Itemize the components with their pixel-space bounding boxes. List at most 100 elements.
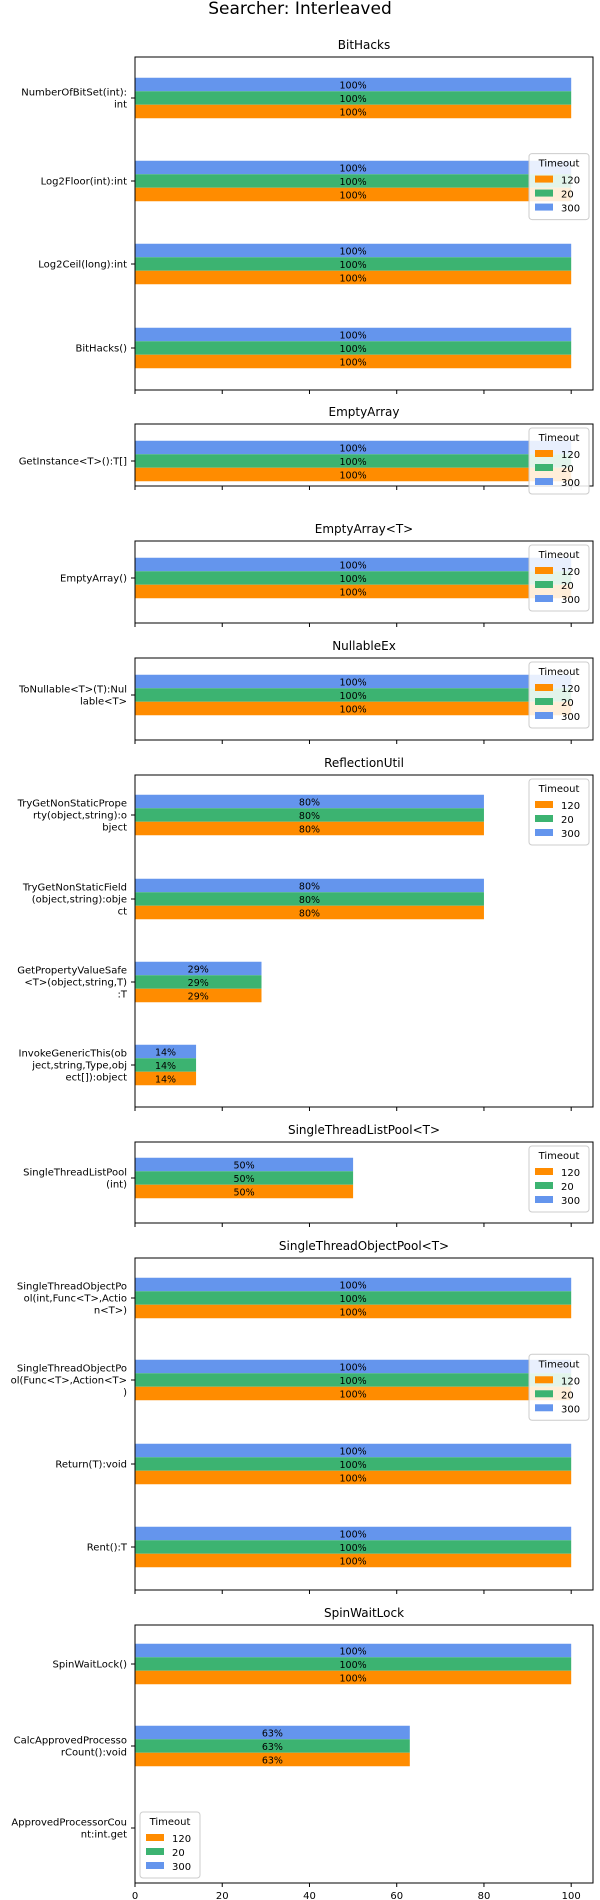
legend-swatch-120 [535, 567, 553, 574]
bar-120 [135, 270, 572, 285]
bar-300 [135, 1157, 354, 1172]
panel-frame [134, 657, 594, 741]
bar-20 [135, 174, 572, 188]
bar-120 [135, 354, 572, 369]
legend-label-20: 20 [172, 1848, 185, 1859]
legend: Timeout 120 20 300 [528, 153, 590, 221]
bar-120 [135, 1470, 572, 1485]
legend-swatch-300 [535, 203, 553, 211]
bar-20 [135, 975, 262, 989]
category-label: GetInstance<T>():T[] [19, 457, 127, 468]
legend-box [528, 544, 590, 612]
bar-300 [135, 557, 572, 572]
legend-swatch-20 [535, 1182, 553, 1189]
legend-swatch-120 [535, 684, 553, 691]
legend-title: Timeout [149, 1817, 191, 1828]
x-tick-label: 20 [216, 1891, 229, 1900]
panel-6: SingleThreadObjectPool<T> 100% 100% 100% Sin… [11, 1239, 594, 1594]
data-label: 100% [340, 1446, 367, 1457]
data-label: 63% [262, 1742, 283, 1753]
bar-20 [135, 91, 572, 105]
category-label: (int) [106, 1180, 127, 1191]
legend-swatch-20 [146, 1848, 164, 1855]
legend-title: Timeout [538, 667, 580, 678]
panel-title: SingleThreadObjectPool<T> [279, 1239, 449, 1253]
data-label: 50% [233, 1187, 254, 1198]
category-label: SingleThreadListPool [23, 1168, 127, 1179]
category-label: SingleThreadObjectPo [17, 1282, 127, 1293]
panel-title: EmptyArray [328, 405, 399, 419]
legend-label-120: 120 [561, 1376, 580, 1387]
legend-label-120: 120 [561, 1168, 580, 1179]
category-label: SingleThreadObjectPo [17, 1364, 127, 1375]
bar-300 [135, 1359, 572, 1374]
bar-300 [135, 77, 572, 92]
data-label: 100% [340, 190, 367, 201]
panel-title: EmptyArray<T> [315, 522, 413, 536]
category-label: :T [118, 990, 128, 1001]
chart-title: Searcher: Interleaved [208, 0, 392, 19]
data-label: 80% [299, 811, 320, 822]
category-label: InvokeGenericThis(ob [19, 1049, 128, 1060]
bar-300 [135, 1277, 572, 1292]
legend-swatch-120 [535, 1376, 553, 1384]
data-label: 100% [340, 177, 367, 188]
bar-120 [135, 1386, 572, 1401]
legend-swatch-300 [535, 1196, 553, 1203]
data-label: 80% [299, 881, 320, 892]
bar-120 [135, 1553, 572, 1568]
data-label: 100% [340, 1307, 367, 1318]
legend-label-300: 300 [561, 1196, 580, 1207]
data-label: 100% [340, 587, 367, 598]
legend: Timeout 120 20 300 [528, 661, 590, 729]
data-label: 100% [340, 107, 367, 118]
data-label: 100% [340, 560, 367, 571]
panel-2: EmptyArray<T> 100% 100% 100% EmptyArray() Tim… [60, 522, 594, 627]
bar-120 [135, 701, 572, 716]
legend-label-300: 300 [561, 712, 580, 723]
bar-300 [135, 440, 572, 455]
data-label: 100% [340, 80, 367, 91]
legend-swatch-300 [535, 595, 553, 602]
bar-300 [135, 1443, 572, 1458]
bar-20 [135, 892, 484, 906]
data-label: 14% [155, 1061, 176, 1072]
category-label: rCount():void [61, 1748, 127, 1759]
panel-3: NullableEx 100% 100% 100% ToNullable<T>(T):N… [18, 639, 594, 744]
panel-frame [134, 1257, 594, 1591]
bar-120 [135, 1670, 572, 1685]
panel-title: NullableEx [332, 639, 396, 653]
data-label: 100% [340, 1389, 367, 1400]
legend-label-20: 20 [561, 1182, 574, 1193]
data-label: 100% [340, 1646, 367, 1657]
data-label: 100% [340, 1294, 367, 1305]
legend-label-120: 120 [561, 684, 580, 695]
legend-box [528, 778, 590, 846]
bar-20 [135, 257, 572, 271]
data-label: 100% [340, 1556, 367, 1567]
legend-box [139, 1811, 201, 1879]
x-tick-label: 80 [478, 1891, 491, 1900]
data-label: 100% [340, 94, 367, 105]
legend: Timeout 120 20 300 [528, 778, 590, 846]
legend-label-300: 300 [561, 1404, 580, 1415]
category-label: SpinWaitLock() [53, 1660, 128, 1671]
legend-swatch-300 [535, 478, 553, 485]
legend-label-300: 300 [561, 204, 580, 215]
category-label: n<T>) [94, 1306, 127, 1317]
data-label: 29% [188, 978, 209, 989]
bar-300 [135, 1643, 572, 1658]
data-label: 100% [340, 1673, 367, 1684]
category-label: lable<T> [80, 697, 127, 708]
legend-label-300: 300 [561, 829, 580, 840]
legend-box [528, 427, 590, 495]
data-label: 100% [340, 357, 367, 368]
bar-20 [135, 454, 572, 468]
bar-120 [135, 821, 484, 836]
legend-box [528, 661, 590, 729]
data-label: 100% [340, 1660, 367, 1671]
data-label: 63% [262, 1755, 283, 1766]
category-label: <T>(object,string,T) [24, 978, 127, 989]
category-label: EmptyArray() [60, 574, 127, 585]
bar-300 [135, 878, 484, 893]
